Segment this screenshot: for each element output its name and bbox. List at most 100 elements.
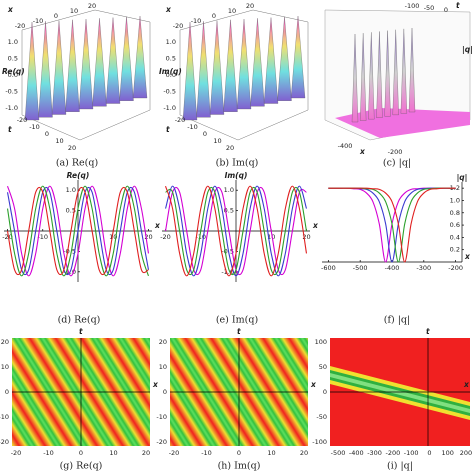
tick-label: 0 (45, 130, 49, 138)
x-tick-label: -500 (353, 264, 368, 272)
line-series (6, 185, 150, 277)
caption: (i) |q| (387, 461, 413, 472)
y-tick-label: 0.5 (66, 207, 76, 215)
tick-label: -20 (175, 116, 186, 124)
axis-label: x (312, 221, 319, 230)
tick-label: 0 (203, 130, 207, 138)
tick-label: 20 (88, 2, 96, 10)
y-tick-label: 1.0 (450, 196, 460, 204)
tick-label: -10 (156, 413, 167, 421)
surface-spike (119, 16, 134, 101)
tick-label: 10 (109, 449, 117, 457)
tick-label: -100 (312, 438, 327, 446)
tick-label: 0 (79, 449, 83, 457)
caption: (h) Im(q) (218, 461, 261, 472)
tick-label: 0 (5, 388, 9, 396)
x-tick-label: -300 (416, 264, 431, 272)
tick-label: 0.0 (166, 71, 176, 79)
tick-label: 0 (323, 388, 327, 396)
tick-label: -20 (0, 438, 9, 446)
surface-spike (277, 16, 292, 101)
axis-label: x (464, 252, 471, 261)
surface-spike (408, 27, 416, 113)
tick-label: 10 (159, 363, 167, 371)
y-tick-label: 0.8 (450, 209, 460, 217)
tick-label: -20 (173, 22, 184, 30)
x-tick-label: 10 (109, 233, 117, 241)
tick-label: -1.0 (5, 104, 18, 112)
surface-spike (51, 20, 67, 115)
tick-label: -20 (11, 449, 22, 457)
tick-label: 0.5 (166, 55, 176, 63)
x-tick-label: -400 (385, 264, 400, 272)
tick-label: -50 (424, 4, 435, 12)
axis-label: |q| (462, 45, 473, 55)
axis-label: t (79, 327, 83, 336)
tick-label: -400 (338, 142, 353, 150)
axis-label: |q| (457, 173, 468, 183)
caption: (d) Re(q) (58, 315, 101, 326)
tick-label: -100 (404, 449, 419, 457)
tick-label: -300 (367, 449, 382, 457)
caption: (a) Re(q) (56, 158, 98, 169)
surface-spike (65, 19, 80, 112)
tick-label: 10 (55, 137, 63, 145)
surface-spike (196, 21, 211, 118)
tick-label: -20 (15, 22, 26, 30)
y-tick-label: 1.0 (224, 186, 234, 194)
tick-label: -400 (349, 449, 364, 457)
surface-spike (376, 31, 383, 118)
tick-label: 0 (212, 12, 216, 20)
tick-label: -10 (43, 449, 54, 457)
caption: (e) Im(q) (216, 315, 258, 326)
tick-label: 20 (68, 144, 76, 152)
tick-label: 10 (70, 7, 78, 15)
line-series (164, 185, 308, 277)
surface-spike (400, 28, 408, 114)
caption: (b) Im(q) (216, 158, 259, 169)
axis-label: Im(q) (225, 171, 248, 180)
line-series (164, 185, 308, 277)
tick-label: -20 (169, 449, 180, 457)
soliton-band (330, 373, 470, 413)
surface-spike (24, 21, 40, 121)
surface-spike (392, 29, 399, 116)
surface-spike (92, 18, 107, 107)
surface-spike (236, 18, 252, 110)
tick-label: -10 (33, 17, 44, 25)
tick-label: 20 (159, 338, 167, 346)
tick-label: -10 (201, 449, 212, 457)
surface-spike (351, 33, 359, 123)
y-tick-label: 1.0 (66, 186, 76, 194)
surface-spike (359, 33, 367, 121)
tick-label: 10 (213, 137, 221, 145)
tick-label: 10 (1, 363, 9, 371)
x-tick-label: -20 (2, 233, 13, 241)
tick-label: 20 (226, 144, 234, 152)
surface-spike (38, 21, 53, 118)
x-tick-label: -600 (321, 264, 336, 272)
tick-label: 100 (442, 449, 454, 457)
tick-label: 0 (237, 449, 241, 457)
box (21, 9, 151, 141)
tick-label: 10 (228, 7, 236, 15)
axis-label: x (463, 380, 470, 389)
surface-spike (78, 18, 94, 110)
axis-label: t (456, 1, 460, 10)
density-plots (12, 338, 470, 446)
tick-label: 20 (1, 338, 9, 346)
surface-spike (182, 21, 198, 121)
y-tick-label: 0.2 (450, 246, 460, 254)
y-tick-label: -0.5 (63, 247, 76, 255)
tick-label: -20 (156, 438, 167, 446)
box (179, 9, 309, 141)
axis-label: t (426, 327, 430, 336)
tick-label: -10 (29, 123, 40, 131)
caption: (g) Re(q) (60, 461, 103, 472)
surface-spike (105, 17, 121, 104)
surface-spike (368, 32, 375, 120)
x-tick-label: -10 (37, 233, 48, 241)
tick-label: 0 (444, 6, 448, 14)
axis-label: t (8, 125, 12, 134)
